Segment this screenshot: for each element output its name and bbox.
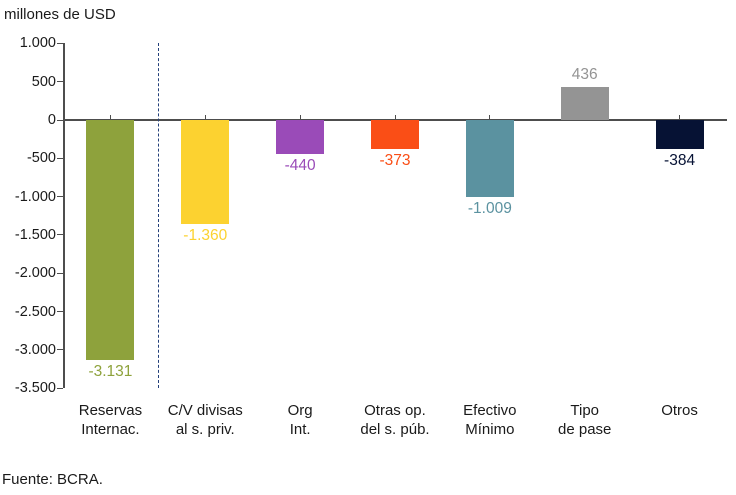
- x-axis-tick: [394, 115, 396, 120]
- y-axis-tick: [57, 157, 63, 159]
- bar-value-label: -440: [284, 156, 316, 174]
- x-axis-tick: [489, 115, 491, 120]
- y-tick-label: -3.500: [14, 380, 56, 397]
- y-tick-label: -1.000: [14, 188, 56, 205]
- y-tick-label: -2.500: [14, 303, 56, 320]
- bar-value-label: -384: [664, 152, 696, 170]
- category-label-line2: Internac.: [81, 421, 140, 438]
- bar-value-label: 436: [571, 65, 598, 83]
- chart-title: millones de USD: [4, 6, 116, 23]
- y-tick-label: 1.000: [19, 35, 56, 52]
- x-axis-tick: [204, 115, 206, 120]
- bar: [655, 120, 704, 150]
- category-label: Otros: [626, 401, 733, 420]
- y-tick-label: -2.000: [14, 265, 56, 282]
- y-tick-label: -3.000: [14, 341, 56, 358]
- y-axis-tick: [57, 272, 63, 274]
- bar-value-label: -3.131: [88, 362, 133, 380]
- category-label-line1: Otros: [661, 402, 698, 419]
- x-axis-tick: [679, 115, 681, 120]
- bar: [86, 120, 135, 360]
- category-label-line1: C/V divisas: [167, 402, 243, 419]
- bar-value-label: -1.360: [183, 227, 228, 245]
- x-axis-tick: [109, 115, 111, 120]
- y-axis-tick: [57, 42, 63, 44]
- category-label: Efectivo Mínimo: [436, 401, 543, 439]
- category-label-line1: Tipo: [570, 402, 600, 419]
- category-label-line1: Reservas: [78, 402, 143, 419]
- period-separator-line: [157, 43, 159, 388]
- category-label: Tipo de pase: [531, 401, 638, 439]
- y-tick-label: 0: [47, 112, 56, 128]
- bar-value-label: -1.009: [467, 200, 512, 218]
- bar: [181, 120, 230, 225]
- category-label-line2: al s. priv.: [175, 421, 235, 438]
- category-label-line2: del s. púb.: [360, 421, 430, 438]
- y-tick-label: -1.500: [14, 226, 56, 243]
- y-axis-tick: [57, 234, 63, 236]
- y-axis-tick: [57, 119, 63, 121]
- category-label-line1: Org: [287, 402, 313, 419]
- y-axis-tick: [57, 311, 63, 313]
- bar-value-label: -373: [379, 151, 411, 169]
- y-axis-tick: [57, 387, 63, 389]
- category-label-line2: Mínimo: [465, 421, 515, 438]
- category-label-line1: Efectivo: [463, 402, 517, 419]
- category-label-line2: de pase: [558, 421, 612, 438]
- source-note: Fuente: BCRA.: [2, 471, 103, 488]
- category-label: Reservas Internac.: [57, 401, 164, 439]
- bar: [371, 120, 419, 149]
- bar: [465, 120, 514, 198]
- x-axis-tick: [299, 115, 301, 120]
- y-tick-label: -500: [26, 150, 56, 167]
- y-axis-line: [63, 43, 65, 388]
- y-axis-tick: [57, 81, 63, 83]
- category-label-line1: Otras op.: [364, 402, 426, 419]
- y-axis-tick: [57, 349, 63, 351]
- category-label: C/V divisas al s. priv.: [152, 401, 259, 439]
- category-label-line2: Int.: [289, 421, 311, 438]
- category-label: Org Int.: [247, 401, 354, 439]
- bar: [276, 120, 325, 154]
- y-axis-tick: [57, 196, 63, 198]
- category-label: Otras op. del s. púb.: [342, 401, 449, 439]
- y-tick-label: 500: [31, 73, 56, 90]
- bar: [560, 86, 609, 120]
